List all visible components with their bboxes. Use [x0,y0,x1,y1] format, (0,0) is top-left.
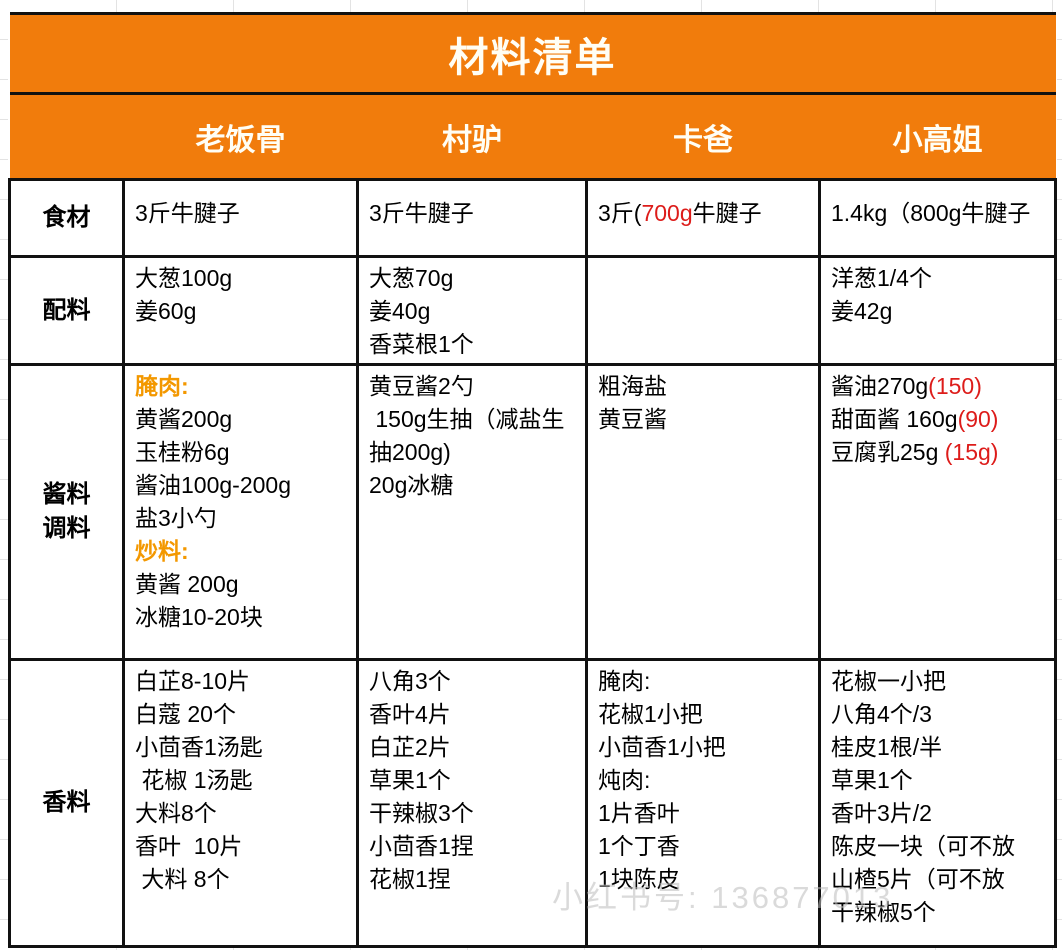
cell-line: 香菜根1个 [369,331,474,357]
cell-line: 干辣椒3个 [369,800,474,826]
row-label: 配料 [8,255,125,366]
cell-line: 腌肉: [598,668,651,694]
cell-line: 20g冰糖 [369,472,454,498]
cell-line: 姜42g [831,298,893,324]
cell-line: 花椒 1汤匙 [135,767,253,793]
table-cell: 腌肉: 黄酱200g 玉桂粉6g 酱油100g-200g 盐3小勺炒料: 黄酱 200g 冰… [122,363,359,661]
cell-line: 1.4kg（800g牛腱子 [831,200,1031,226]
table-cell: 黄豆酱2勺 150g生抽（减盐生抽200g) 20g冰糖 [356,363,588,661]
cell-line: 八角4个/3 [831,701,932,727]
cell-line: 黄豆酱 [598,406,667,432]
cell-line: 白芷8-10片 [135,668,251,694]
cell-line: 黄豆酱2勺 [369,373,474,399]
table-cell: 1.4kg（800g牛腱子 [817,178,1058,258]
cell-line: 3斤牛腱子 [135,200,240,226]
cell-line: 黄酱200g [135,406,233,432]
cell-line: 1片香叶 [598,800,680,826]
cell-line: 洋葱1/4个 [831,265,932,291]
column-header-cunlv: 村驴 [357,92,587,181]
row-label: 食材 [8,178,125,258]
table-body: 食材 3斤牛腱子 3斤牛腱子 3斤(700g牛腱子 1.4kg（800g牛腱子配料 大葱1… [8,178,1058,948]
title-row: 材料清单 [9,12,1056,95]
table-row: 配料 大葱100g 姜60g 大葱70g 姜40g 香菜根1个 洋葱1/4个 姜42g [8,255,1058,366]
corner-cell [9,92,124,181]
cell-line: 3斤(700g牛腱子 [598,200,762,226]
cell-line: 小茴香1捏 [369,833,474,859]
table-cell [585,255,821,366]
row-label: 酱料 调料 [8,363,125,661]
table-cell: 大葱70g 姜40g 香菜根1个 [356,255,588,366]
table-cell: 八角3个香叶4片白芷2片草果1个干辣椒3个小茴香1捏花椒1捏 [356,658,588,948]
cell-line: 大葱100g [135,265,233,291]
column-header-kaba: 卡爸 [586,92,820,181]
cell-line: 山楂5片（可不放 [831,866,1005,892]
cell-line: 干辣椒5个 [831,899,936,925]
cell-line: 炒料: [135,538,189,564]
table-row: 酱料 调料 腌肉: 黄酱200g 玉桂粉6g 酱油100g-200g 盐3小勺炒料: 黄酱 2… [8,363,1058,661]
cell-line: 香叶 10片 [135,833,243,859]
cell-line: 炖肉: [598,767,651,793]
column-header-xiaogaojie: 小高姐 [819,92,1056,181]
cell-line: 3斤牛腱子 [369,200,474,226]
cell-line: 盐3小勺 [135,505,217,531]
table-cell: 腌肉: 花椒1小把小茴香1小把 炖肉: 1片香叶 1个丁香 1块陈皮 [585,658,821,948]
cell-line: 香叶4片 [369,701,451,727]
table-cell: 白芷8-10片 白蔻 20个小茴香1汤匙 花椒 1汤匙 大料8个香叶 10片 大料 … [122,658,359,948]
cell-line: 陈皮一块（可不放 [831,833,1015,859]
table-row: 香料 白芷8-10片 白蔻 20个小茴香1汤匙 花椒 1汤匙 大料8个香叶 10片 大… [8,658,1058,948]
cell-line: 甜面酱 160g(90) [831,406,999,432]
cell-line: 酱油270g(150) [831,373,982,399]
cell-line: 花椒1捏 [369,866,451,892]
cell-line: 豆腐乳25g (15g) [831,439,999,465]
cell-line: 小茴香1小把 [598,734,726,760]
table-header: 材料清单 老饭骨 村驴 卡爸 小高姐 [9,12,1056,181]
cell-line: 白芷2片 [369,734,451,760]
cell-line: 花椒一小把 [831,668,946,694]
table-cell: 大葱100g 姜60g [122,255,359,366]
cell-line: 姜60g [135,298,197,324]
cell-line: 酱油100g-200g [135,472,291,498]
cell-line: 白蔻 20个 [135,701,236,727]
table-row: 食材 3斤牛腱子 3斤牛腱子 3斤(700g牛腱子 1.4kg（800g牛腱子 [8,178,1058,258]
cell-line: 桂皮1根/半 [831,734,943,760]
cell-line: 150g生抽（减盐生抽200g) [369,406,565,465]
cell-line: 1个丁香 [598,833,680,859]
cell-line: 冰糖10-20块 [135,604,263,630]
row-label: 香料 [8,658,125,948]
column-header-laofangu: 老饭骨 [123,92,358,181]
table-cell: 洋葱1/4个 姜42g [817,255,1058,366]
cell-line: 大料8个 [135,800,217,826]
cell-line: 大料 8个 [135,866,230,892]
cell-line: 玉桂粉6g [135,439,230,465]
column-header-row: 老饭骨 村驴 卡爸 小高姐 [9,92,1056,181]
table-cell: 酱油270g(150) 甜面酱 160g(90) 豆腐乳25g (15g) [817,363,1058,661]
cell-line: 姜40g [369,298,431,324]
cell-line: 八角3个 [369,668,451,694]
materials-table: 材料清单 老饭骨 村驴 卡爸 小高姐 食材 3斤牛腱子 3斤牛腱子 3斤(700g牛腱… [8,12,1058,948]
cell-line: 草果1个 [369,767,451,793]
cell-line: 腌肉: [135,373,189,399]
cell-line: 粗海盐 [598,373,667,399]
table-cell: 粗海盐 黄豆酱 [585,363,821,661]
cell-line: 1块陈皮 [598,866,680,892]
cell-line: 大葱70g [369,265,454,291]
cell-line: 草果1个 [831,767,913,793]
table-cell: 3斤(700g牛腱子 [585,178,821,258]
table-cell: 花椒一小把八角4个/3 桂皮1根/半 草果1个香叶3片/2 陈皮一块（可不放 山楂5片（… [817,658,1058,948]
cell-line: 小茴香1汤匙 [135,734,263,760]
page-title: 材料清单 [9,12,1056,95]
table-cell: 3斤牛腱子 [122,178,359,258]
table-cell: 3斤牛腱子 [356,178,588,258]
cell-line: 花椒1小把 [598,701,703,727]
cell-line: 黄酱 200g [135,571,239,597]
cell-line: 香叶3片/2 [831,800,932,826]
